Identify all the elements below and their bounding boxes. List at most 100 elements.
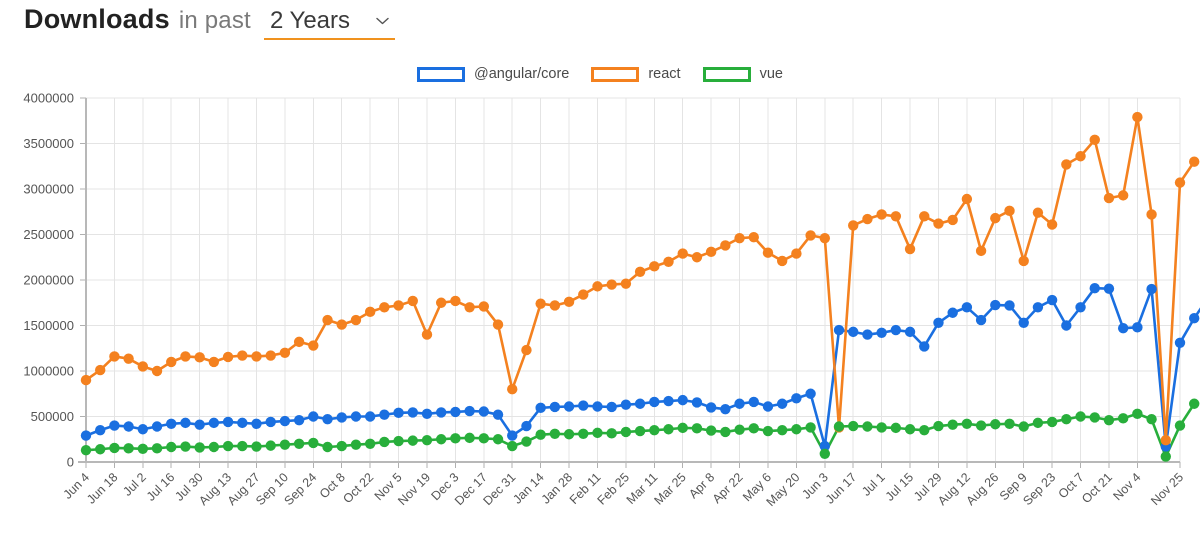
data-point[interactable] bbox=[563, 401, 575, 412]
data-point[interactable] bbox=[933, 317, 944, 328]
data-point[interactable] bbox=[1146, 209, 1157, 220]
data-point[interactable] bbox=[919, 211, 930, 222]
data-point[interactable] bbox=[308, 411, 319, 422]
data-point[interactable] bbox=[762, 247, 774, 258]
data-point[interactable] bbox=[720, 240, 731, 251]
data-point[interactable] bbox=[1004, 418, 1015, 429]
data-point[interactable] bbox=[734, 398, 745, 409]
data-point[interactable] bbox=[819, 232, 831, 244]
data-point[interactable] bbox=[691, 423, 703, 434]
data-point[interactable] bbox=[251, 418, 262, 429]
data-point[interactable] bbox=[791, 248, 802, 259]
data-point[interactable] bbox=[649, 396, 660, 408]
data-point[interactable] bbox=[194, 442, 205, 453]
data-point[interactable] bbox=[762, 401, 774, 412]
data-point[interactable] bbox=[379, 302, 390, 313]
data-point[interactable] bbox=[677, 394, 688, 406]
data-point[interactable] bbox=[748, 232, 759, 243]
data-point[interactable] bbox=[1061, 320, 1072, 331]
data-point[interactable] bbox=[734, 232, 745, 244]
data-point[interactable] bbox=[123, 353, 134, 364]
data-point[interactable] bbox=[507, 384, 518, 395]
data-point[interactable] bbox=[1189, 398, 1200, 409]
data-point[interactable] bbox=[279, 415, 291, 427]
data-point[interactable] bbox=[848, 326, 859, 338]
data-point[interactable] bbox=[435, 434, 447, 445]
data-point[interactable] bbox=[109, 442, 120, 454]
data-point[interactable] bbox=[137, 361, 149, 372]
data-point[interactable] bbox=[890, 324, 902, 336]
data-point[interactable] bbox=[222, 440, 234, 452]
data-point[interactable] bbox=[1018, 421, 1029, 432]
data-point[interactable] bbox=[1160, 451, 1171, 462]
data-point[interactable] bbox=[279, 347, 291, 358]
data-point[interactable] bbox=[166, 356, 177, 368]
data-point[interactable] bbox=[904, 326, 916, 338]
data-point[interactable] bbox=[578, 400, 589, 411]
data-point[interactable] bbox=[1174, 420, 1186, 431]
data-point[interactable] bbox=[634, 266, 646, 278]
data-point[interactable] bbox=[137, 424, 149, 435]
data-point[interactable] bbox=[919, 424, 930, 436]
data-point[interactable] bbox=[265, 440, 276, 451]
data-point[interactable] bbox=[933, 420, 944, 432]
data-point[interactable] bbox=[80, 430, 92, 441]
data-point[interactable] bbox=[961, 418, 973, 429]
data-point[interactable] bbox=[208, 417, 220, 429]
data-point[interactable] bbox=[407, 435, 418, 446]
data-point[interactable] bbox=[251, 441, 262, 452]
data-point[interactable] bbox=[947, 419, 958, 430]
data-point[interactable] bbox=[364, 411, 376, 422]
data-point[interactable] bbox=[237, 350, 248, 361]
data-point[interactable] bbox=[180, 441, 191, 452]
data-point[interactable] bbox=[663, 256, 674, 267]
data-point[interactable] bbox=[705, 402, 717, 413]
data-point[interactable] bbox=[151, 421, 163, 432]
data-point[interactable] bbox=[563, 296, 575, 308]
data-point[interactable] bbox=[1117, 413, 1129, 424]
data-point[interactable] bbox=[862, 329, 873, 340]
data-point[interactable] bbox=[95, 424, 106, 436]
data-point[interactable] bbox=[166, 441, 177, 453]
data-point[interactable] bbox=[876, 422, 887, 433]
data-point[interactable] bbox=[1046, 294, 1058, 306]
data-point[interactable] bbox=[208, 356, 220, 368]
data-point[interactable] bbox=[904, 243, 916, 255]
data-point[interactable] bbox=[592, 401, 603, 412]
data-point[interactable] bbox=[194, 419, 205, 430]
data-point[interactable] bbox=[180, 351, 191, 362]
data-point[interactable] bbox=[549, 401, 561, 413]
data-point[interactable] bbox=[464, 405, 475, 417]
data-point[interactable] bbox=[393, 300, 404, 311]
data-point[interactable] bbox=[1160, 434, 1171, 446]
data-point[interactable] bbox=[933, 218, 944, 229]
data-point[interactable] bbox=[592, 427, 603, 439]
data-point[interactable] bbox=[947, 214, 958, 226]
data-point[interactable] bbox=[677, 248, 688, 259]
data-point[interactable] bbox=[194, 352, 205, 363]
data-point[interactable] bbox=[620, 399, 632, 410]
data-point[interactable] bbox=[521, 436, 532, 447]
data-point[interactable] bbox=[1146, 283, 1157, 295]
data-point[interactable] bbox=[919, 341, 930, 352]
data-point[interactable] bbox=[705, 425, 717, 436]
data-point[interactable] bbox=[592, 281, 603, 292]
data-point[interactable] bbox=[478, 406, 490, 417]
data-point[interactable] bbox=[862, 421, 873, 432]
data-point[interactable] bbox=[776, 255, 788, 267]
data-point[interactable] bbox=[876, 209, 887, 220]
data-point[interactable] bbox=[535, 429, 546, 440]
data-point[interactable] bbox=[350, 411, 362, 422]
data-point[interactable] bbox=[379, 409, 390, 420]
data-point[interactable] bbox=[549, 428, 561, 439]
data-point[interactable] bbox=[691, 397, 703, 408]
data-point[interactable] bbox=[535, 298, 546, 309]
data-point[interactable] bbox=[1132, 408, 1143, 419]
data-point[interactable] bbox=[166, 418, 177, 429]
data-point[interactable] bbox=[1032, 302, 1044, 313]
data-point[interactable] bbox=[904, 424, 916, 435]
data-point[interactable] bbox=[1018, 317, 1029, 328]
data-point[interactable] bbox=[663, 395, 674, 407]
data-point[interactable] bbox=[507, 430, 518, 441]
legend-item-angular-core[interactable]: @angular/core bbox=[417, 66, 569, 82]
